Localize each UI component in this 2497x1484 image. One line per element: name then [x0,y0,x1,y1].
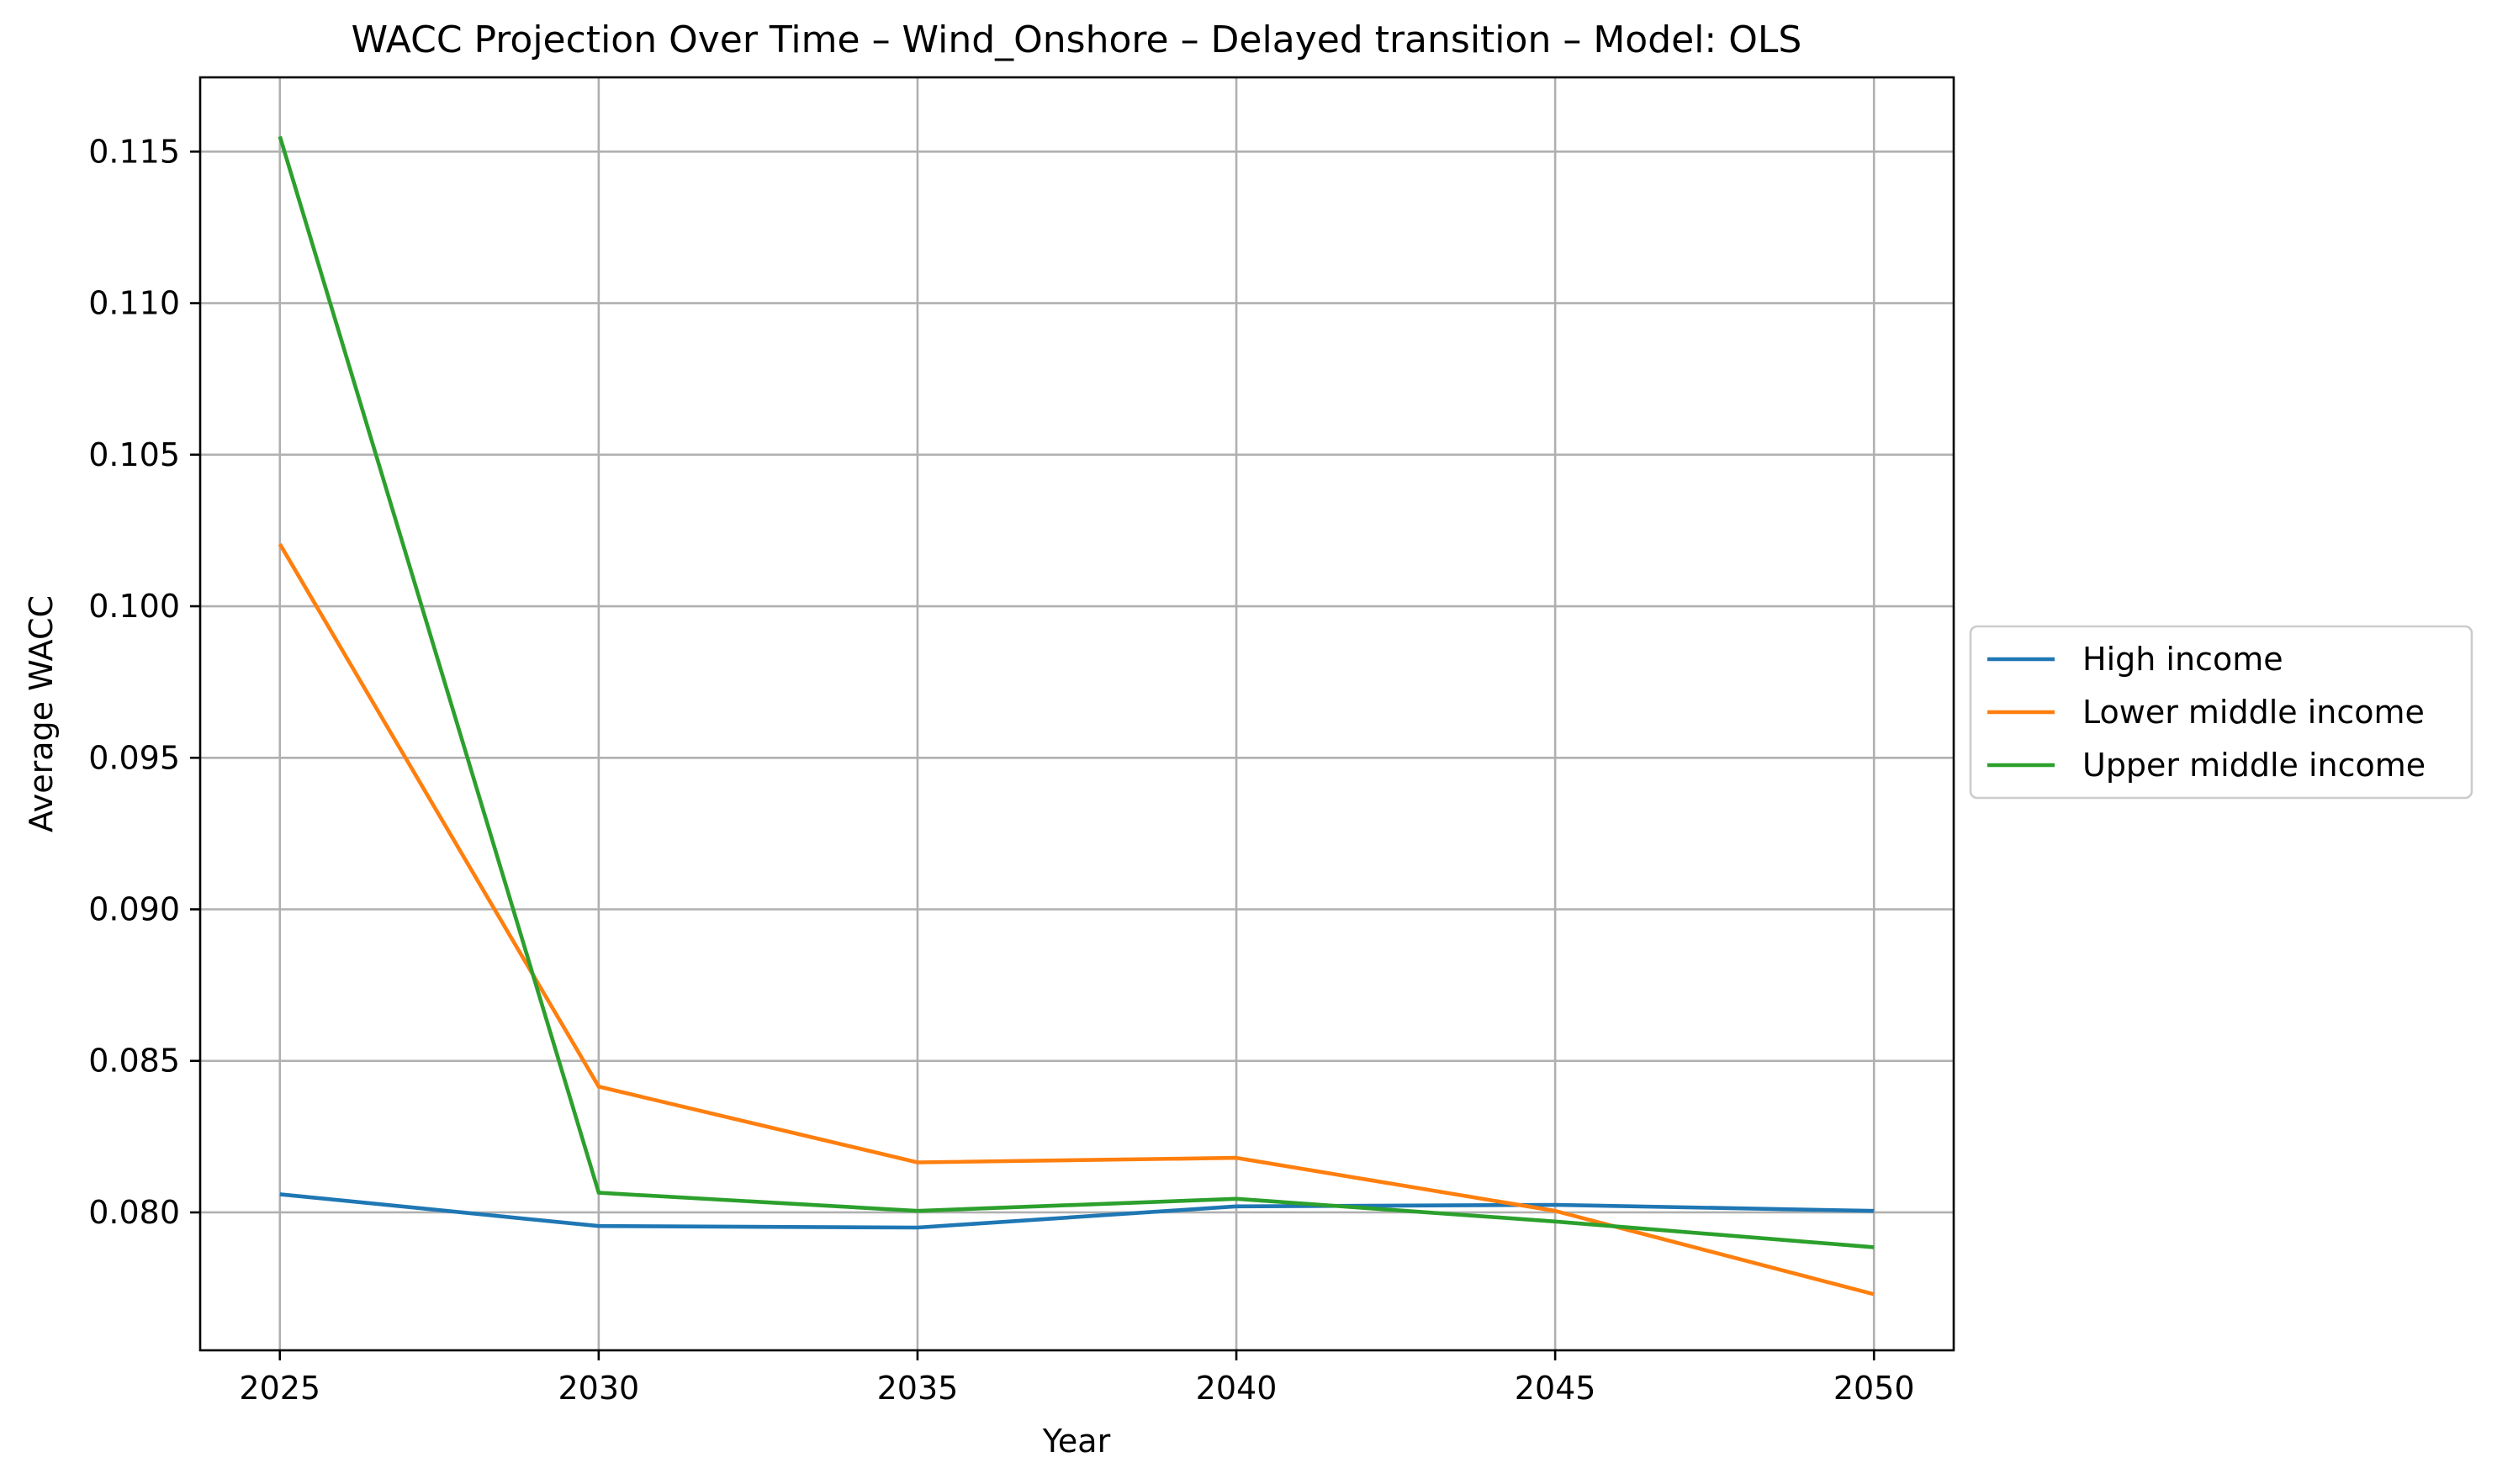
x-tick-label: 2040 [1196,1370,1278,1407]
y-tick-label: 0.115 [88,133,180,170]
x-axis-label: Year [1042,1423,1111,1460]
legend-label: Upper middle income [2082,747,2426,784]
tick-layer: 2025 2030 2035 2040 2045 2050 0.080 0.085 0.090 0… [88,133,1914,1407]
series-layer [278,135,1875,1297]
y-axis-label: Average WACC [23,595,60,832]
x-tick-label: 2035 [877,1370,959,1407]
legend-label: High income [2082,641,2283,678]
y-tick-label: 0.080 [88,1194,180,1231]
series-line-lower-middle-income [278,542,1875,1297]
chart-title: WACC Projection Over Time – Wind_Onshore… [352,18,1802,61]
series-line-high-income [279,1192,1875,1230]
legend: High income Lower middle income Upper midd… [1969,625,2473,800]
y-tick-label: 0.110 [88,285,180,322]
x-tick-label: 2025 [239,1370,320,1407]
y-tick-label: 0.085 [88,1043,180,1080]
legend-box [1969,625,2473,800]
legend-label: Lower middle income [2082,694,2425,731]
x-tick-label: 2045 [1515,1370,1596,1407]
y-tick-label: 0.095 [88,739,180,776]
grid-layer [200,77,1954,1350]
axes-frame [198,76,1955,1352]
x-tick-label: 2030 [558,1370,640,1407]
series-line-upper-middle-income [278,135,1875,1249]
y-tick-label: 0.100 [88,588,180,625]
y-tick-label: 0.090 [88,891,180,928]
x-tick-label: 2050 [1833,1370,1915,1407]
y-tick-label: 0.105 [88,436,180,473]
